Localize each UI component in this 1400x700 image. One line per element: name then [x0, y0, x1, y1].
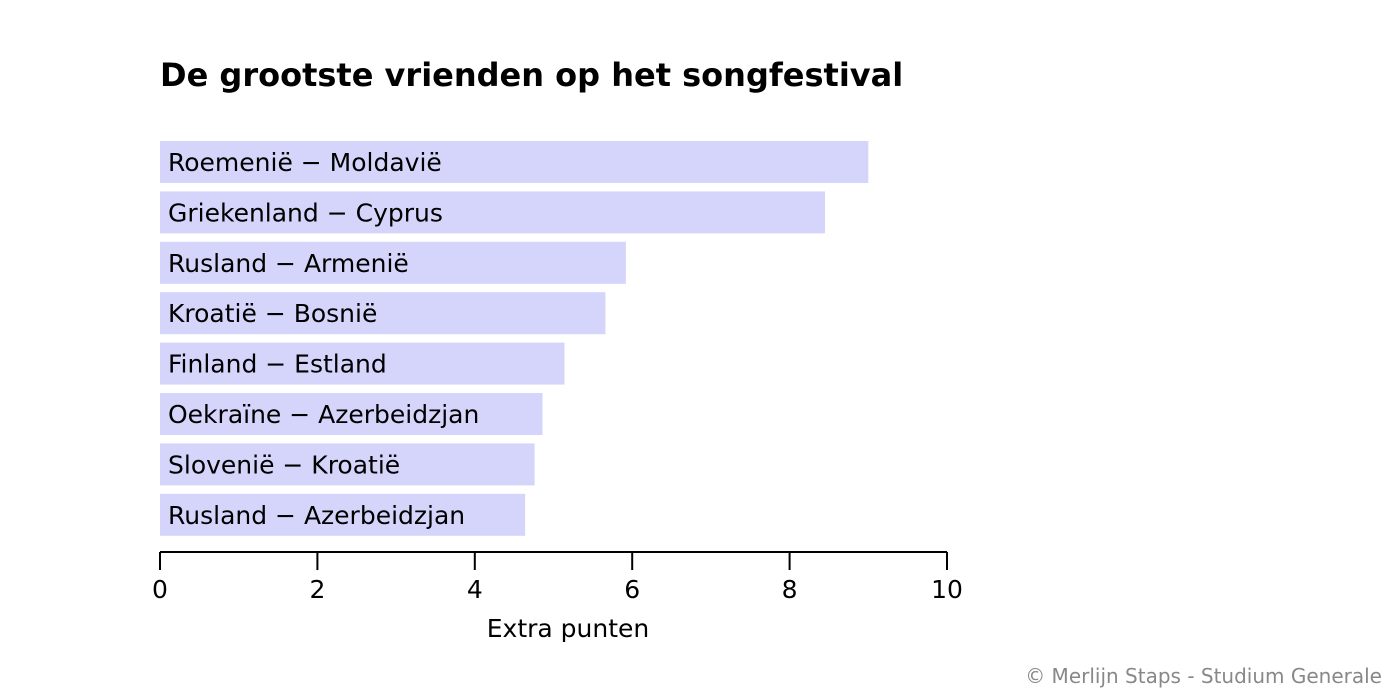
bar	[160, 342, 565, 385]
bar-label: Kroatië − Bosnië	[168, 299, 377, 328]
x-tick-label: 2	[309, 575, 325, 604]
bar	[160, 241, 626, 284]
bar-label: Slovenië − Kroatië	[168, 450, 400, 479]
bar-label: Finland − Estland	[168, 350, 387, 379]
x-tick-label: 6	[624, 575, 640, 604]
bar	[160, 493, 526, 536]
bar-label: Rusland − Armenië	[168, 249, 409, 278]
x-tick-label: 10	[931, 575, 963, 604]
bar-label: Oekraïne − Azerbeidzjan	[168, 400, 479, 429]
chart-title: De grootste vrienden op het songfestival	[160, 56, 903, 94]
bar	[160, 292, 606, 335]
bar-label: Griekenland − Cyprus	[168, 198, 443, 227]
x-axis: 0 2 4 6 8 10	[152, 551, 963, 604]
bars-group: Roemenië − Moldavië Griekenland − Cyprus R…	[160, 141, 869, 536]
bar	[160, 141, 869, 183]
x-tick-label: 0	[152, 575, 168, 604]
bar-label: Roemenië − Moldavië	[168, 148, 442, 177]
x-axis-label: Extra punten	[487, 614, 650, 643]
x-tick-label: 4	[467, 575, 483, 604]
bar-label: Rusland − Azerbeidzjan	[168, 501, 465, 530]
bar	[160, 191, 826, 234]
x-tick-label: 8	[782, 575, 798, 604]
credit-text: © Merlijn Staps - Studium Generale	[1025, 664, 1382, 688]
bar	[160, 393, 543, 435]
bar	[160, 443, 535, 486]
